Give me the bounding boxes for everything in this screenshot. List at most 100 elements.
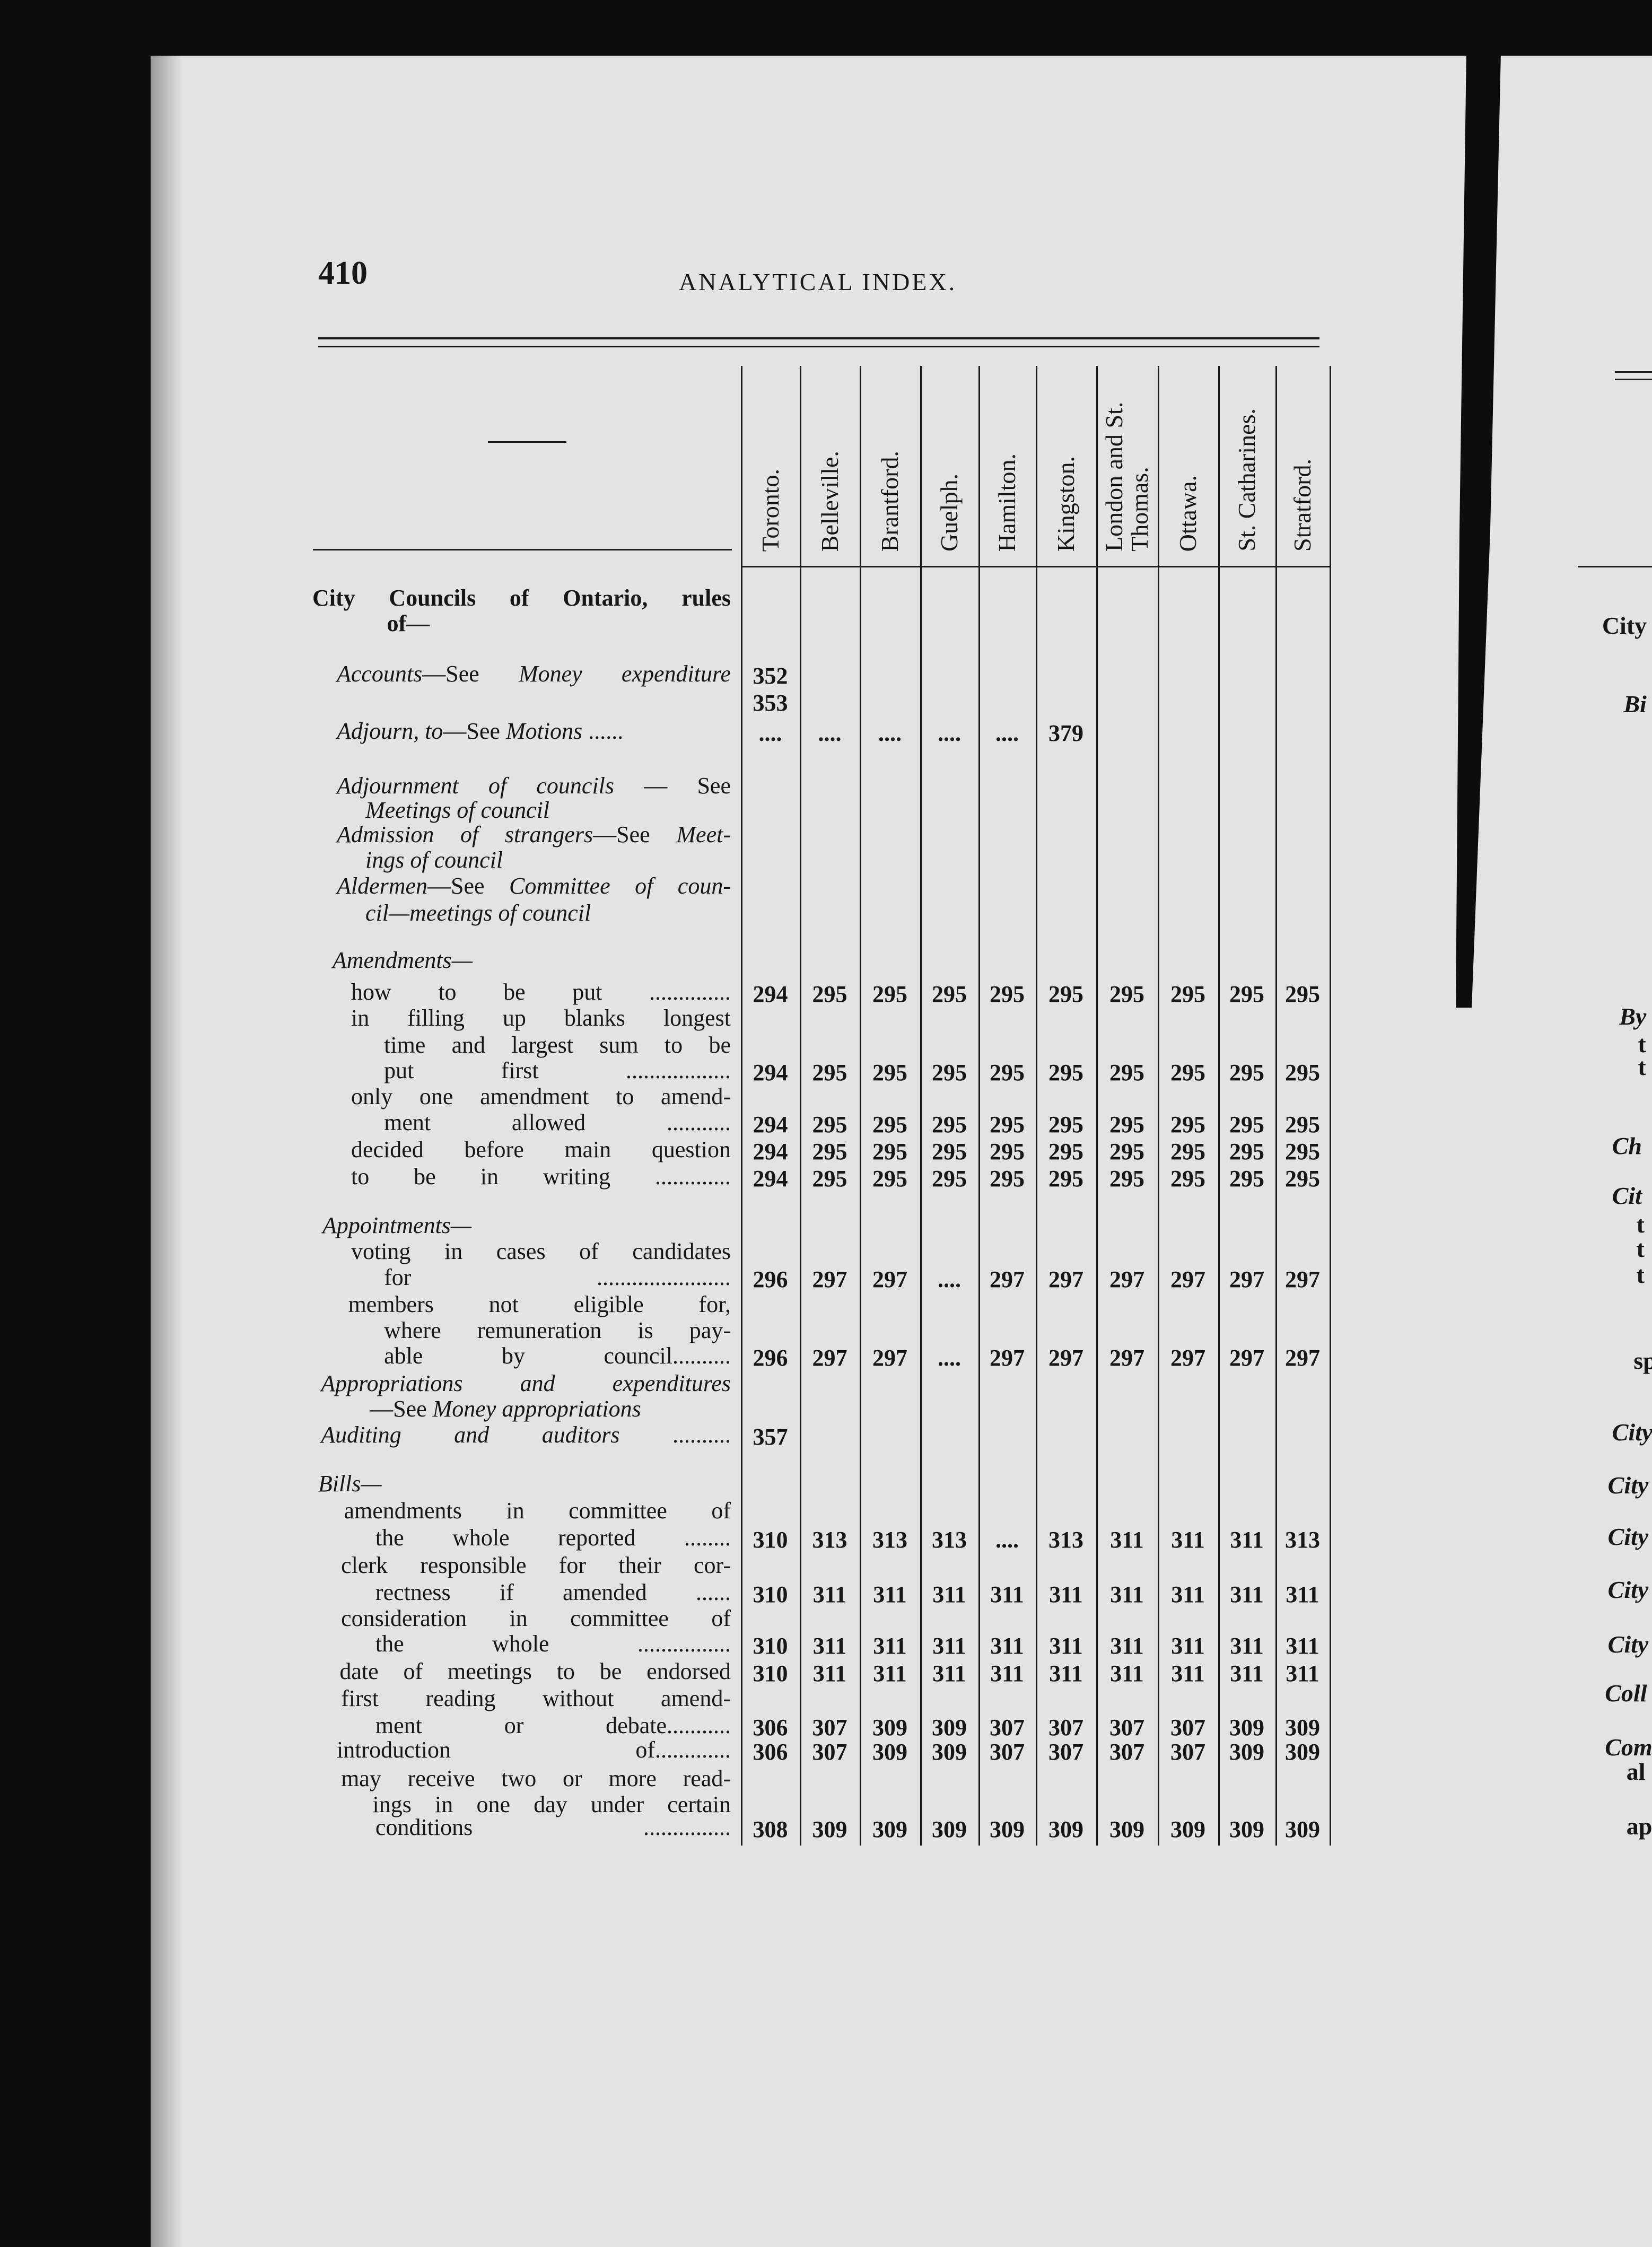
- facing-page-text: sp: [1633, 1347, 1652, 1374]
- entry-text: —See: [422, 661, 519, 687]
- entry-text: the whole ................: [375, 1631, 731, 1657]
- page-edge-shadow: [151, 56, 182, 2247]
- page-reference: 295: [1109, 1060, 1144, 1086]
- index-entry: consideration in committee of: [341, 1605, 731, 1631]
- index-entry: able by council..........: [384, 1343, 731, 1369]
- column-rule: [920, 366, 922, 1846]
- index-entry: date of meetings to be endorsed: [339, 1658, 731, 1684]
- page-reference: 311: [812, 1660, 847, 1686]
- page-reference: 307: [990, 1739, 1025, 1765]
- page-reference: 309: [1229, 1739, 1264, 1765]
- page-reference: 295: [1170, 1111, 1205, 1138]
- entry-text: in filling up blanks longest: [351, 1004, 731, 1031]
- page-reference: 295: [1109, 981, 1144, 1007]
- page-reference: 311: [1230, 1660, 1264, 1686]
- page-reference: 379: [1048, 720, 1083, 747]
- page-reference: 307: [1109, 1715, 1144, 1741]
- index-entry: Accounts—See Money expenditure: [337, 661, 731, 687]
- index-entry: ings of council: [365, 847, 503, 873]
- entry-text: consideration in committee of: [341, 1605, 731, 1631]
- index-entry: Auditing and auditors ..........: [321, 1423, 731, 1446]
- facing-page-text: City: [1607, 1523, 1649, 1551]
- facing-page-text: Coll: [1605, 1679, 1647, 1707]
- entry-text: conditions ...............: [375, 1814, 731, 1841]
- page-reference: 297: [812, 1345, 847, 1371]
- column-rule: [741, 366, 742, 1846]
- page-reference: 297: [990, 1266, 1025, 1292]
- column-rule: [1275, 366, 1277, 1846]
- page-reference: 297: [812, 1266, 847, 1292]
- page-reference: 311: [1171, 1660, 1205, 1686]
- entry-text: ings of council: [365, 847, 503, 873]
- top-rule-thin: [318, 346, 1319, 347]
- page-reference: 309: [1109, 1816, 1144, 1843]
- facing-page-text: City: [1602, 611, 1647, 639]
- running-title: ANALYTICAL INDEX.: [679, 268, 957, 295]
- facing-page-text: By: [1619, 1003, 1647, 1030]
- page-reference: 297: [1048, 1345, 1083, 1371]
- page-reference: 297: [1229, 1345, 1264, 1371]
- page-reference: 352: [753, 663, 788, 689]
- page-reference: 309: [1285, 1739, 1320, 1765]
- column-rule: [1330, 366, 1331, 1846]
- page-reference: 311: [1110, 1527, 1144, 1553]
- page-reference: 297: [1285, 1345, 1320, 1371]
- page-reference: 297: [1229, 1266, 1264, 1292]
- page-reference: 297: [872, 1345, 907, 1371]
- index-entry: the whole ................: [375, 1631, 731, 1657]
- entry-text: to be in writing .............: [351, 1164, 731, 1190]
- index-entry: of—: [387, 610, 430, 637]
- column-header: Stratford.: [1289, 458, 1316, 552]
- page-reference: 295: [812, 981, 847, 1007]
- entry-text: — See: [614, 772, 731, 799]
- page-reference: 295: [1229, 1060, 1264, 1086]
- facing-page-text: City: [1612, 1419, 1652, 1446]
- entry-text: date of meetings to be endorsed: [339, 1658, 731, 1684]
- column-rule: [1096, 366, 1098, 1846]
- entry-text: put first ..................: [384, 1057, 731, 1084]
- index-entry: introduction of.............: [337, 1738, 731, 1762]
- page-reference: 295: [1109, 1111, 1144, 1138]
- facing-page-rule: [1578, 566, 1652, 567]
- page-reference: 307: [812, 1715, 847, 1741]
- page-reference: 295: [932, 1166, 967, 1192]
- page-reference: 311: [932, 1581, 966, 1607]
- page-reference: ....: [818, 720, 842, 747]
- page-reference: 309: [1285, 1816, 1320, 1843]
- facing-page-text: Com: [1605, 1734, 1652, 1761]
- entry-text: ings in one day under certain: [372, 1791, 731, 1817]
- page-reference: 295: [1285, 1139, 1320, 1165]
- facing-page-text: City: [1607, 1630, 1649, 1658]
- page-reference: 295: [812, 1139, 847, 1165]
- page-reference: 295: [932, 1139, 967, 1165]
- index-entry: where remuneration is pay-: [384, 1317, 731, 1343]
- entry-text: clerk responsible for their cor-: [341, 1552, 731, 1578]
- entry-text: where remuneration is pay-: [384, 1317, 731, 1343]
- column-header: Toronto.: [756, 468, 784, 552]
- page-reference: 311: [873, 1633, 907, 1659]
- page-reference: 307: [1170, 1715, 1205, 1741]
- index-entry: in filling up blanks longest: [351, 1004, 731, 1031]
- index-entry: Adjourn, to—See Motions ......: [337, 718, 623, 745]
- entry-text: Aldermen: [336, 872, 428, 899]
- entry-text: —See: [593, 821, 677, 847]
- page-reference: 311: [812, 1633, 847, 1659]
- page-reference: 295: [1170, 1166, 1205, 1192]
- page-reference: 311: [1171, 1633, 1205, 1659]
- page-reference: 297: [990, 1345, 1025, 1371]
- entry-text: voting in cases of candidates: [351, 1238, 731, 1264]
- entry-text: of—: [387, 610, 430, 637]
- index-entry: time and largest sum to be: [384, 1033, 731, 1056]
- page-reference: 311: [932, 1660, 966, 1686]
- entry-text: first reading without amend-: [341, 1685, 731, 1711]
- page-reference: 313: [872, 1527, 907, 1553]
- page-reference: 295: [1048, 1139, 1083, 1165]
- facing-page-text: t: [1638, 1030, 1646, 1057]
- entry-text: able by council..........: [384, 1343, 731, 1369]
- entry-text: —See: [443, 718, 506, 745]
- entry-text: Motions: [505, 718, 583, 745]
- entry-text: Meetings of council: [365, 797, 550, 823]
- entry-text: Amendments—: [332, 947, 473, 974]
- entry-text: —See: [370, 1396, 433, 1422]
- entry-text: —See: [427, 872, 510, 899]
